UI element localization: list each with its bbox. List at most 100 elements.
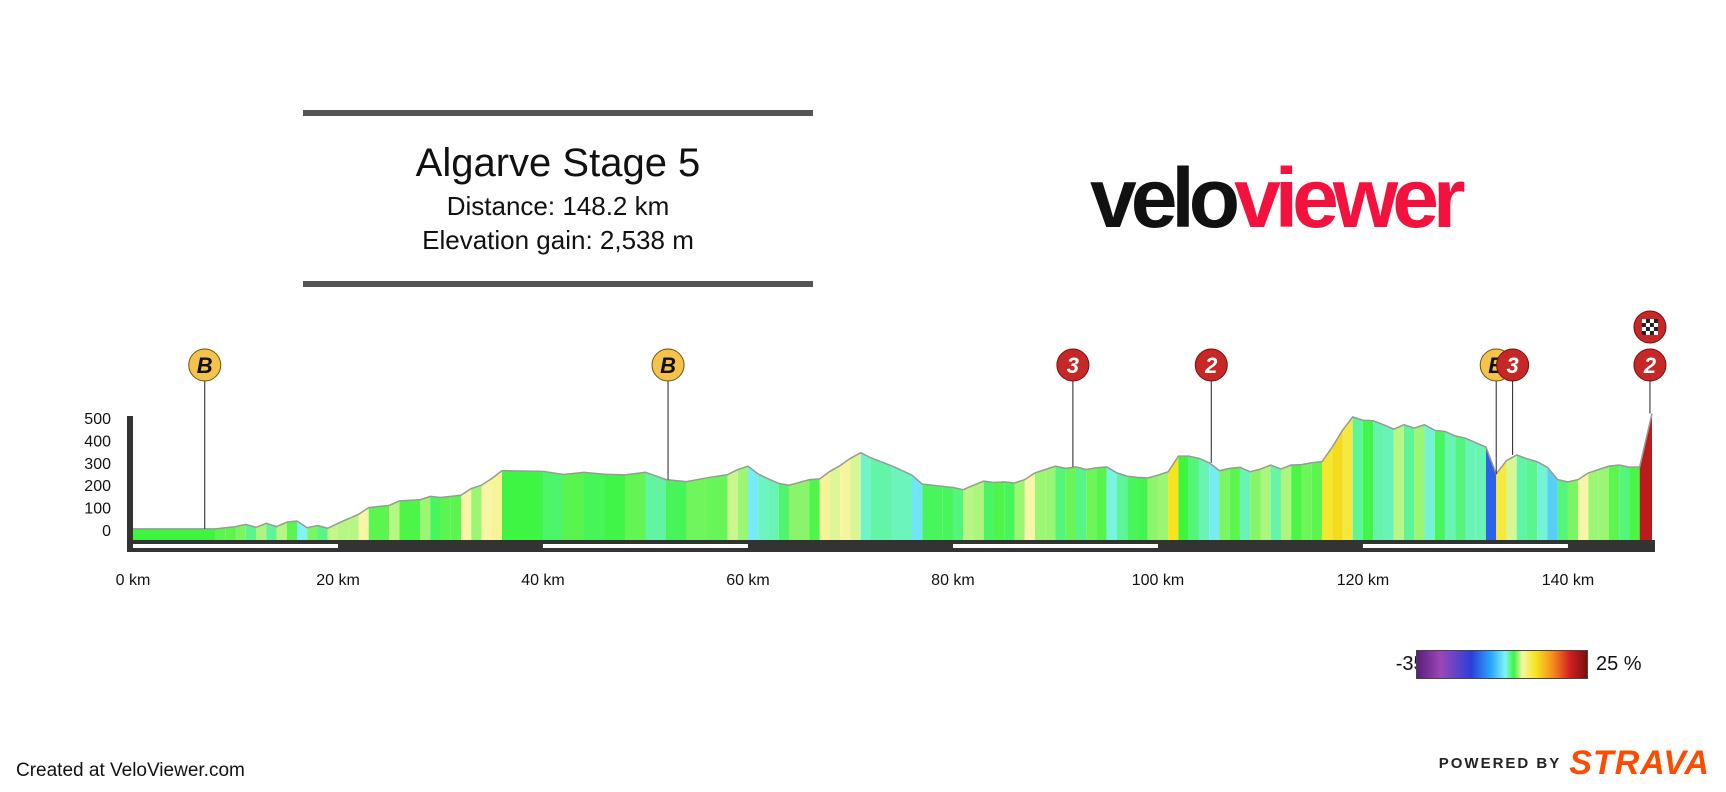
profile-segment [1106, 466, 1117, 540]
profile-segment [460, 488, 472, 540]
profile-segment [255, 523, 267, 540]
profile-segment [296, 521, 308, 540]
profile-segment [747, 466, 759, 540]
profile-segment [1034, 469, 1046, 540]
profile-segment [481, 478, 492, 540]
profile-segment [1045, 466, 1056, 540]
distance-scale-stripe [542, 544, 748, 548]
legend-max-label: 25 % [1596, 653, 1642, 675]
profile-segment [1424, 424, 1435, 540]
profile-segment [1280, 465, 1292, 540]
profile-segment [1014, 479, 1025, 540]
profile-segment [963, 485, 974, 540]
profile-segment [645, 472, 666, 540]
profile-segment [819, 471, 830, 540]
profile-segment [419, 496, 431, 540]
profile-segment [1465, 438, 1476, 540]
profile-segment [737, 466, 748, 540]
powered-by-label: POWERED BY [1438, 755, 1562, 772]
finish-flag-square [1649, 319, 1654, 323]
x-tick-label: 40 km [521, 572, 565, 589]
veloviewer-logo[interactable]: veloviewer [1090, 148, 1466, 248]
profile-segment [1004, 481, 1015, 540]
profile-segment [1383, 424, 1394, 540]
bonus-sprint-icon [188, 348, 222, 382]
profile-segment [1475, 442, 1486, 540]
powered-by-strava[interactable]: POWERED BY STRAVA [1439, 744, 1710, 783]
profile-outline [133, 413, 1653, 530]
logo-part-velo: velo [1090, 151, 1240, 245]
profile-segment [1588, 469, 1599, 540]
profile-segment [1629, 466, 1640, 540]
profile-segment [1403, 424, 1415, 540]
profile-segment [665, 479, 687, 540]
profile-segment [973, 481, 984, 540]
x-axis-bar [127, 540, 1655, 552]
profile-segment [1393, 424, 1404, 540]
profile-segment [348, 514, 359, 540]
finish-flag-square [1641, 323, 1646, 327]
profile-segment [850, 452, 861, 540]
finish-flag-square [1645, 319, 1650, 323]
profile-segment [1239, 467, 1251, 540]
profile-segment [1373, 420, 1384, 540]
profile-segment [1496, 460, 1507, 540]
title-top-rule [303, 110, 813, 116]
profile-segment [501, 470, 543, 540]
profile-segment [1567, 479, 1579, 540]
profile-segment [1516, 454, 1527, 540]
profile-segment [491, 470, 502, 540]
profile-segment [450, 495, 461, 540]
marker-label: 2 [1643, 353, 1657, 378]
x-tick-label: 80 km [931, 572, 975, 589]
profile-segment [1537, 461, 1548, 540]
profile-segment [214, 527, 226, 540]
marker-label: 3 [1506, 353, 1518, 378]
profile-segment [1096, 466, 1107, 540]
profile-segment [1127, 476, 1138, 540]
finish-flag-square [1653, 327, 1658, 331]
profile-segment [225, 526, 236, 540]
distance-scale-stripe [1362, 544, 1568, 548]
profile-segment [1065, 466, 1076, 540]
marker-label: B [197, 353, 213, 378]
profile-segment [1506, 454, 1517, 540]
profile-segment [860, 452, 871, 540]
distance-scale-stripe [952, 544, 1158, 548]
profile-segment [922, 484, 933, 540]
finish-flag-square [1653, 319, 1658, 323]
profile-segment [1526, 458, 1538, 540]
profile-segment [1250, 469, 1261, 540]
finish-flag-square [1653, 323, 1658, 327]
profile-segment [1168, 456, 1179, 540]
finish-flag-square [1649, 323, 1654, 327]
profile-segment [1455, 435, 1466, 540]
y-tick-label: 200 [84, 478, 111, 495]
distance-label: Distance: 148.2 km [446, 191, 670, 221]
profile-segment [440, 496, 451, 540]
profile-segment [1301, 462, 1312, 540]
profile-segment [932, 485, 943, 540]
y-axis-line [127, 416, 133, 540]
marker-label: 3 [1067, 353, 1079, 378]
profile-segment [399, 499, 420, 540]
profile-segment [1434, 430, 1445, 540]
gradient-legend: -35 % 25 % [1340, 650, 1680, 680]
profile-segment [1157, 471, 1169, 540]
finish-flag-square [1649, 327, 1654, 331]
profile-segment [840, 458, 851, 540]
profile-segment [1362, 420, 1374, 540]
profile-segment [624, 472, 646, 540]
created-at-credit[interactable]: Created at VeloViewer.com [16, 760, 245, 781]
profile-segment [276, 522, 287, 540]
profile-segment [1209, 462, 1220, 540]
profile-segment [1639, 413, 1652, 540]
y-tick-label: 0 [102, 523, 111, 540]
profile-segment [911, 475, 923, 540]
profile-segment [235, 524, 246, 540]
profile-segment [1598, 466, 1609, 540]
climb-category-icon [1056, 348, 1090, 382]
profile-segment [1270, 465, 1281, 540]
x-tick-label: 60 km [726, 572, 770, 589]
marker-label: B [660, 353, 676, 378]
